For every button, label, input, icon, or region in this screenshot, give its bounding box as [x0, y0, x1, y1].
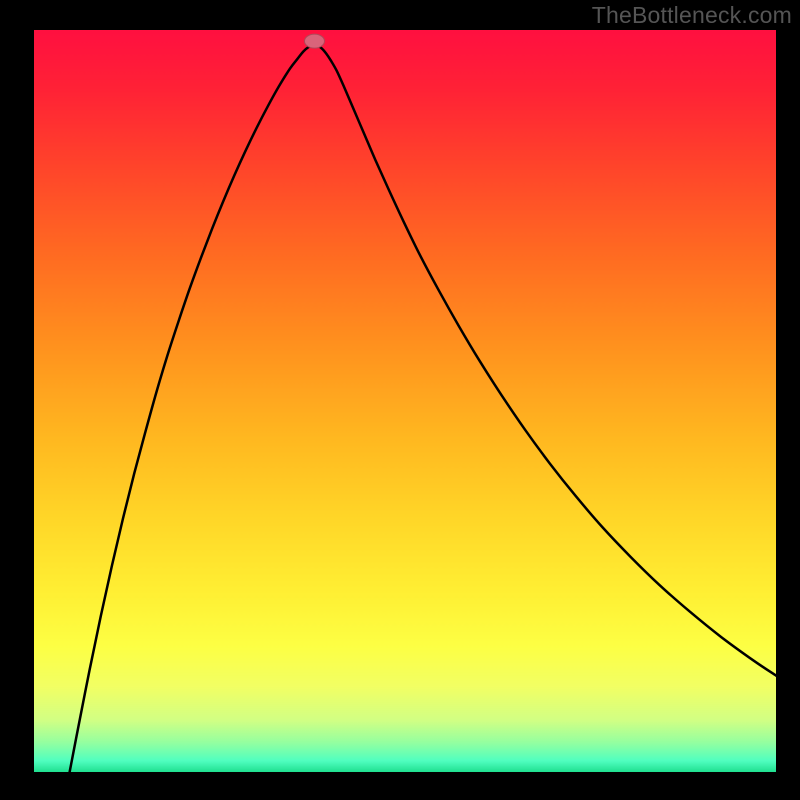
chart-container: TheBottleneck.com: [0, 0, 800, 800]
marker-dot: [304, 34, 324, 48]
watermark-text: TheBottleneck.com: [592, 2, 792, 29]
bottleneck-curve: [70, 45, 776, 772]
plot-frame: [34, 30, 776, 772]
bottleneck-curve-svg: [34, 30, 776, 772]
